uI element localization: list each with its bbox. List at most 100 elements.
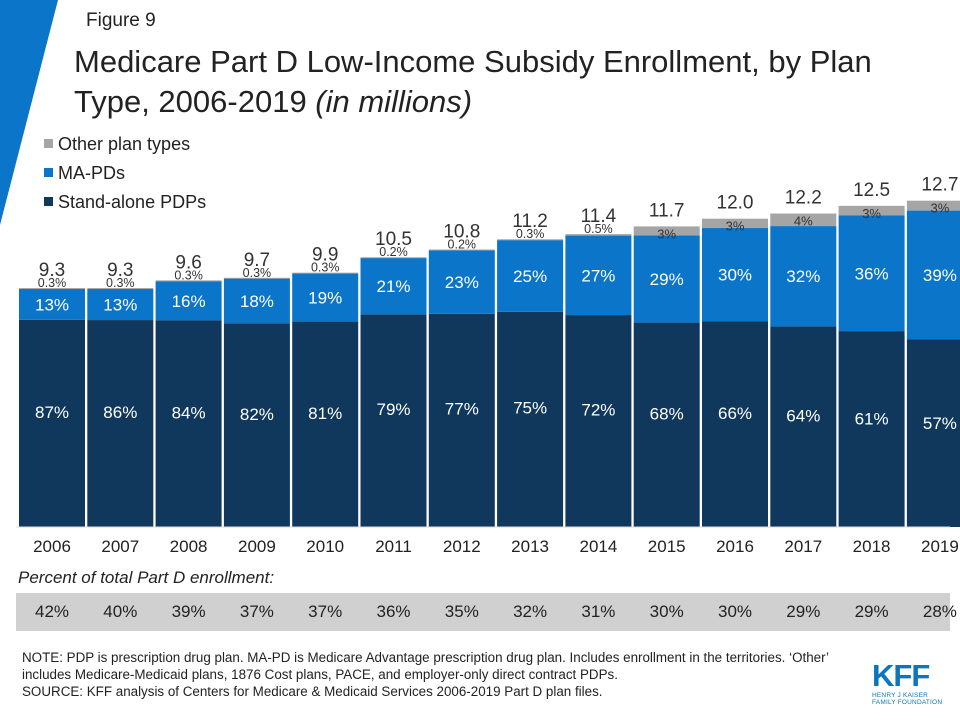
bar-ma-pds-2006 [19,288,85,320]
label-stand-alone-pdps-2015: 68% [650,405,684,424]
bar-ma-pds-2014 [565,235,632,316]
label-ma-pds-2018: 36% [855,264,889,283]
label-other-plan-types-2006: 0.3% [38,276,67,290]
bar-ma-pds-2019 [906,210,960,340]
total-label-2012: 10.8 [443,222,480,243]
x-tick-2016: 2016 [716,537,754,556]
bar-other-plan-types-2008 [155,280,222,282]
label-ma-pds-2012: 23% [445,273,479,292]
bar-stand-alone-pdps-2019 [906,339,960,527]
x-tick-2015: 2015 [648,537,686,556]
footnote: NOTE: PDP is prescription drug plan. MA-… [22,649,862,700]
note-text: NOTE: PDP is prescription drug plan. MA-… [22,650,829,682]
label-other-plan-types-2010: 0.3% [311,261,340,275]
legend-label-other-plan-types: Other plan types [58,134,190,154]
bar-other-plan-types-2011 [360,257,427,259]
label-other-plan-types-2007: 0.3% [106,276,135,290]
label-stand-alone-pdps-2010: 81% [308,404,342,423]
bar-stand-alone-pdps-2014 [565,315,632,527]
legend-swatch-ma-pds [44,168,53,177]
percent-of-total-2006: 42% [34,602,70,621]
bar-ma-pds-2010 [292,273,359,322]
stacked-bar-chart: 87%13%0.3%9.3200686%13%0.3%9.3200784%16%… [16,134,960,556]
corner-accent [0,0,58,225]
label-stand-alone-pdps-2013: 75% [513,399,547,418]
kff-logo-subtitle: HENRY J KAISER FAMILY FOUNDATION [872,692,943,706]
total-label-2017: 12.2 [785,188,822,209]
percent-of-total-2011: 36% [376,602,411,621]
label-ma-pds-2015: 29% [650,270,684,289]
source-text: SOURCE: KFF analysis of Centers for Medi… [22,684,603,699]
percent-of-total-2012: 35% [444,602,479,621]
percent-of-total-2018: 29% [854,602,889,621]
label-other-plan-types-2015: 3% [657,226,676,241]
x-tick-2008: 2008 [170,537,208,556]
percent-of-total-2013: 32% [513,602,548,621]
bar-other-plan-types-2019 [906,200,960,211]
bar-stand-alone-pdps-2018 [838,331,905,527]
bar-ma-pds-2012 [428,250,495,314]
x-tick-2017: 2017 [784,537,822,556]
total-label-2018: 12.5 [853,180,890,201]
total-label-2009: 9.7 [244,250,270,271]
bar-other-plan-types-2016 [702,218,768,229]
total-label-2013: 11.2 [512,211,548,232]
percent-of-total-caption: Percent of total Part D enrollment: [18,568,275,587]
total-label-2007: 9.3 [107,260,133,281]
total-label-2006: 9.3 [39,260,65,281]
bar-ma-pds-2013 [497,240,564,312]
x-tick-2019: 2019 [921,537,959,556]
label-other-plan-types-2009: 0.3% [243,266,272,280]
figure-label: Figure 9 [86,10,156,31]
bar-other-plan-types-2012 [428,249,495,251]
x-tick-2011: 2011 [375,537,412,556]
label-other-plan-types-2012: 0.2% [448,238,477,252]
label-ma-pds-2013: 25% [513,267,547,286]
label-other-plan-types-2019: 3% [931,201,950,216]
bar-ma-pds-2018 [838,215,905,332]
total-label-2008: 9.6 [175,252,201,273]
x-tick-2012: 2012 [443,537,481,556]
bar-stand-alone-pdps-2008 [155,320,222,527]
label-ma-pds-2014: 27% [581,266,615,285]
label-ma-pds-2010: 19% [308,288,342,307]
label-stand-alone-pdps-2009: 82% [240,405,274,424]
percent-of-total-strip: 42% 40% 39% 37% 37% 36% 35% 32% 31% 30% 30% 29% 29% 2… [16,593,957,631]
label-other-plan-types-2018: 3% [862,206,881,221]
bar-other-plan-types-2009 [223,277,290,279]
percent-of-total-2016: 30% [717,602,753,621]
label-ma-pds-2006: 13% [35,295,69,314]
percent-of-total-2019: 28% [922,602,957,621]
label-ma-pds-2011: 21% [376,277,410,296]
bar-other-plan-types-2013 [497,239,564,241]
bar-stand-alone-pdps-2009 [223,323,290,527]
bar-stand-alone-pdps-2016 [702,321,768,527]
chart-title-main: Medicare Part D Low-Income Subsidy Enrol… [74,44,872,119]
bar-stand-alone-pdps-2013 [497,311,564,527]
x-tick-2006: 2006 [33,537,71,556]
bar-ma-pds-2017 [770,226,837,327]
label-other-plan-types-2014: 0.5% [584,222,613,236]
total-label-2016: 12.0 [717,193,754,214]
label-other-plan-types-2016: 3% [726,219,745,234]
bar-stand-alone-pdps-2007 [87,320,154,527]
label-stand-alone-pdps-2008: 84% [172,403,206,422]
label-other-plan-types-2017: 4% [794,214,813,229]
bar-other-plan-types-2006 [19,288,85,290]
legend-swatch-stand-alone-pdps [44,197,53,206]
bar-stand-alone-pdps-2010 [292,321,359,527]
bar-other-plan-types-2015 [633,226,700,236]
x-tick-2014: 2014 [579,537,617,556]
percent-of-total-2015: 30% [649,602,684,621]
kff-logo-mark: KFF [872,658,930,693]
chart-title-units: (in millions) [315,84,473,119]
bar-stand-alone-pdps-2017 [770,326,837,527]
label-stand-alone-pdps-2007: 86% [103,403,137,422]
bar-other-plan-types-2007 [87,288,154,290]
percent-of-total-2014: 31% [581,602,616,621]
chart-title: Medicare Part D Low-Income Subsidy Enrol… [74,42,934,122]
label-ma-pds-2007: 13% [103,295,137,314]
total-label-2015: 11.7 [649,200,685,221]
bar-stand-alone-pdps-2006 [19,319,85,527]
x-tick-2007: 2007 [101,537,139,556]
